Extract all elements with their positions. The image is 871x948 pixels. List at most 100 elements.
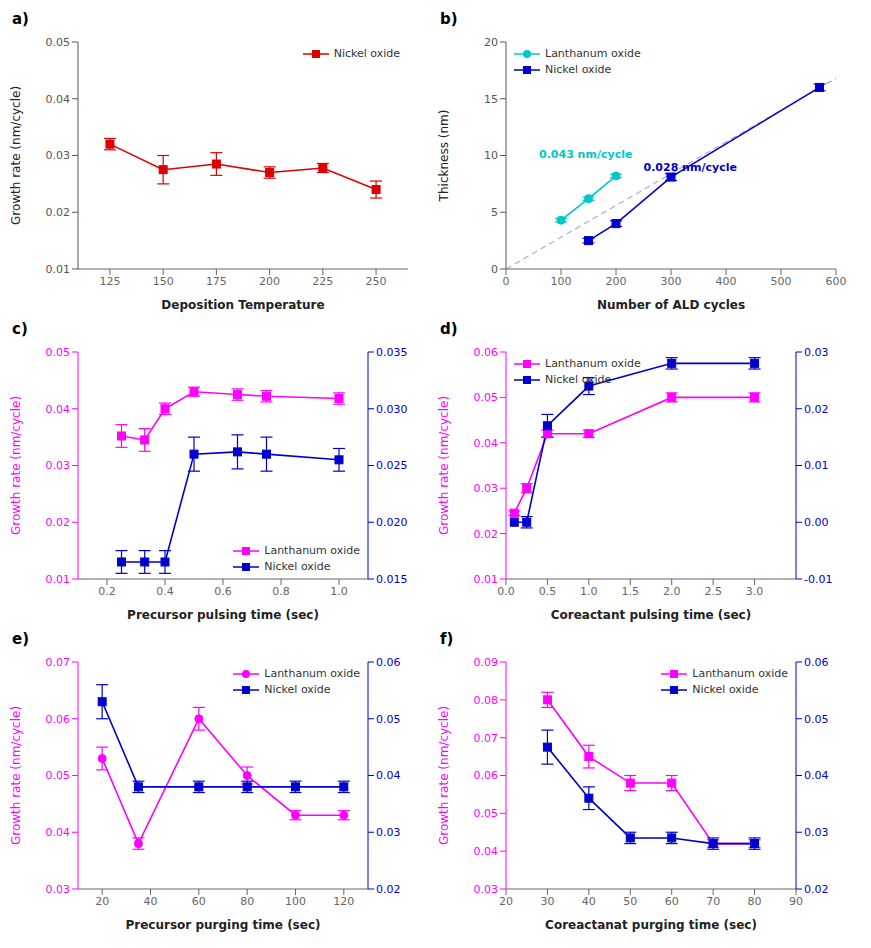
- svg-text:0.01: 0.01: [46, 573, 71, 586]
- svg-text:400: 400: [716, 275, 737, 288]
- svg-text:225: 225: [312, 275, 333, 288]
- svg-text:200: 200: [606, 275, 627, 288]
- svg-text:Growth rate (nm/cycle): Growth rate (nm/cycle): [437, 706, 451, 845]
- svg-text:70: 70: [706, 895, 720, 908]
- svg-text:Growth rate (nm/cycle): Growth rate (nm/cycle): [9, 86, 23, 225]
- svg-text:0.03: 0.03: [804, 826, 829, 839]
- svg-text:0.02: 0.02: [46, 206, 71, 219]
- svg-text:80: 80: [748, 895, 762, 908]
- svg-text:0.2: 0.2: [98, 585, 116, 598]
- svg-text:120: 120: [333, 895, 354, 908]
- svg-text:0.4: 0.4: [156, 585, 174, 598]
- svg-text:Thickness (nm): Thickness (nm): [437, 110, 451, 203]
- svg-text:0.03: 0.03: [46, 883, 71, 896]
- svg-text:0.02: 0.02: [804, 883, 829, 896]
- svg-text:0.06: 0.06: [46, 713, 71, 726]
- svg-text:80: 80: [240, 895, 254, 908]
- svg-text:2.0: 2.0: [663, 585, 681, 598]
- svg-text:15: 15: [484, 93, 498, 106]
- svg-text:0.030: 0.030: [376, 403, 408, 416]
- svg-text:20: 20: [95, 895, 109, 908]
- svg-text:200: 200: [259, 275, 280, 288]
- svg-text:0: 0: [491, 263, 498, 276]
- svg-text:0.028 nm/cycle: 0.028 nm/cycle: [644, 161, 737, 174]
- svg-text:Precursor purging time (sec): Precursor purging time (sec): [125, 918, 320, 932]
- svg-text:0.01: 0.01: [46, 263, 71, 276]
- svg-text:0.03: 0.03: [474, 482, 499, 495]
- svg-text:0.04: 0.04: [46, 403, 71, 416]
- svg-text:0.05: 0.05: [46, 36, 71, 49]
- svg-text:0.035: 0.035: [376, 346, 408, 359]
- svg-text:0.09: 0.09: [474, 656, 499, 669]
- svg-text:30: 30: [540, 895, 554, 908]
- svg-text:90: 90: [789, 895, 803, 908]
- svg-text:Growth rate (nm/cycle): Growth rate (nm/cycle): [9, 706, 23, 845]
- svg-text:0.04: 0.04: [474, 845, 499, 858]
- svg-text:0.05: 0.05: [474, 391, 499, 404]
- svg-text:175: 175: [206, 275, 227, 288]
- svg-text:1.0: 1.0: [580, 585, 598, 598]
- svg-text:0.04: 0.04: [804, 769, 829, 782]
- svg-text:20: 20: [484, 36, 498, 49]
- svg-text:0.8: 0.8: [272, 585, 290, 598]
- svg-text:Coreactanat purging time (sec): Coreactanat purging time (sec): [545, 918, 757, 932]
- svg-text:0.03: 0.03: [804, 346, 829, 359]
- svg-text:0.00: 0.00: [804, 516, 829, 529]
- svg-text:0.07: 0.07: [46, 656, 71, 669]
- svg-text:0.08: 0.08: [474, 694, 499, 707]
- svg-text:0.04: 0.04: [46, 826, 71, 839]
- svg-text:60: 60: [665, 895, 679, 908]
- svg-text:0.025: 0.025: [376, 459, 408, 472]
- svg-text:40: 40: [582, 895, 596, 908]
- svg-text:0.05: 0.05: [376, 713, 401, 726]
- svg-text:100: 100: [285, 895, 306, 908]
- svg-text:0.05: 0.05: [46, 769, 71, 782]
- svg-text:0.0: 0.0: [497, 585, 515, 598]
- svg-text:60: 60: [192, 895, 206, 908]
- svg-text:Coreactant pulsing time (sec): Coreactant pulsing time (sec): [551, 608, 751, 622]
- svg-text:0.015: 0.015: [376, 573, 408, 586]
- svg-text:0.05: 0.05: [804, 713, 829, 726]
- svg-text:0.020: 0.020: [376, 516, 408, 529]
- svg-text:20: 20: [499, 895, 513, 908]
- svg-text:Growth rate (nm/cycle): Growth rate (nm/cycle): [437, 396, 451, 535]
- svg-text:50: 50: [623, 895, 637, 908]
- svg-text:Precursor pulsing time (sec): Precursor pulsing time (sec): [127, 608, 319, 622]
- svg-text:500: 500: [771, 275, 792, 288]
- svg-text:0.02: 0.02: [376, 883, 401, 896]
- svg-text:0.6: 0.6: [214, 585, 232, 598]
- svg-text:0.07: 0.07: [474, 732, 499, 745]
- svg-text:150: 150: [153, 275, 174, 288]
- svg-text:-0.01: -0.01: [804, 573, 832, 586]
- svg-text:0: 0: [503, 275, 510, 288]
- svg-text:0.02: 0.02: [804, 403, 829, 416]
- svg-text:300: 300: [661, 275, 682, 288]
- svg-text:0.05: 0.05: [46, 346, 71, 359]
- svg-text:40: 40: [144, 895, 158, 908]
- svg-text:0.04: 0.04: [474, 437, 499, 450]
- svg-text:0.5: 0.5: [539, 585, 557, 598]
- svg-text:0.02: 0.02: [46, 516, 71, 529]
- svg-text:100: 100: [551, 275, 572, 288]
- svg-text:5: 5: [491, 206, 498, 219]
- svg-text:0.05: 0.05: [474, 807, 499, 820]
- svg-text:0.03: 0.03: [474, 883, 499, 896]
- svg-text:0.02: 0.02: [474, 528, 499, 541]
- svg-text:Number of ALD cycles: Number of ALD cycles: [597, 298, 745, 312]
- svg-text:0.03: 0.03: [46, 459, 71, 472]
- svg-text:0.06: 0.06: [474, 769, 499, 782]
- svg-text:Deposition Temperature: Deposition Temperature: [161, 298, 324, 312]
- svg-text:2.5: 2.5: [704, 585, 722, 598]
- svg-text:0.04: 0.04: [376, 769, 401, 782]
- svg-text:Growth rate (nm/cycle): Growth rate (nm/cycle): [9, 396, 23, 535]
- svg-text:0.01: 0.01: [804, 459, 829, 472]
- svg-text:250: 250: [366, 275, 387, 288]
- svg-text:10: 10: [484, 149, 498, 162]
- svg-text:600: 600: [826, 275, 847, 288]
- svg-text:0.06: 0.06: [474, 346, 499, 359]
- svg-text:1.0: 1.0: [330, 585, 348, 598]
- svg-text:1.5: 1.5: [622, 585, 640, 598]
- svg-text:0.03: 0.03: [376, 826, 401, 839]
- svg-text:0.06: 0.06: [804, 656, 829, 669]
- svg-text:3.0: 3.0: [746, 585, 764, 598]
